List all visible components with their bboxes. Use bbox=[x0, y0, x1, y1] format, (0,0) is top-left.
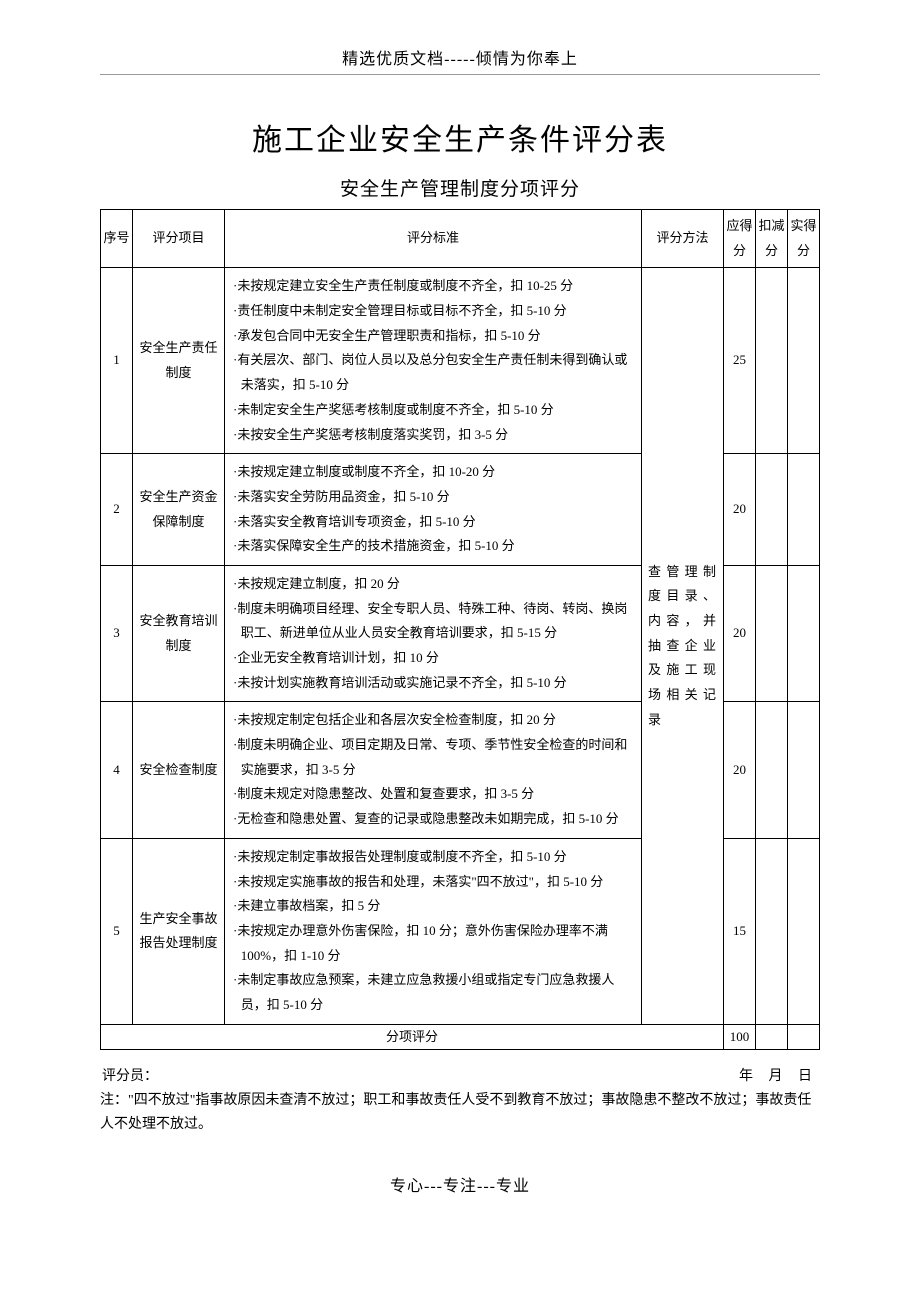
cell-criteria: ·未按规定建立制度，扣 20 分·制度未明确项目经理、安全专职人员、特殊工种、待… bbox=[225, 565, 642, 701]
criteria-line: ·责任制度中未制定安全管理目标或目标不齐全，扣 5-10 分 bbox=[233, 299, 633, 324]
table-header-row: 序号 评分项目 评分标准 评分方法 应得分 扣减分 实得分 bbox=[101, 210, 820, 268]
criteria-line: ·未按规定建立安全生产责任制度或制度不齐全，扣 10-25 分 bbox=[233, 274, 633, 299]
criteria-line: ·制度未明确企业、项目定期及日常、专项、季节性安全检查的时间和实施要求，扣 3-… bbox=[233, 733, 633, 782]
evaluator-label: 评分员： bbox=[102, 1065, 158, 1085]
cell-deduction bbox=[756, 268, 788, 454]
criteria-line: ·有关层次、部门、岗位人员以及总分包安全生产责任制未得到确认或未落实，扣 5-1… bbox=[233, 348, 633, 397]
footer-note: 注："四不放过"指事故原因未查清不放过；职工和事故责任人受不到教育不放过；事故隐… bbox=[100, 1089, 820, 1137]
cell-actual bbox=[788, 454, 820, 566]
subtotal-row: 分项评分100 bbox=[101, 1024, 820, 1050]
criteria-line: ·未按计划实施教育培训活动或实施记录不齐全，扣 5-10 分 bbox=[233, 671, 633, 696]
subtotal-actual bbox=[788, 1024, 820, 1050]
document-title: 施工企业安全生产条件评分表 bbox=[100, 115, 820, 159]
criteria-line: ·未建立事故档案，扣 5 分 bbox=[233, 894, 633, 919]
cell-seq: 1 bbox=[101, 268, 133, 454]
cell-item: 安全生产责任制度 bbox=[133, 268, 225, 454]
criteria-line: ·未按规定建立制度或制度不齐全，扣 10-20 分 bbox=[233, 460, 633, 485]
cell-deduction bbox=[756, 454, 788, 566]
cell-seq: 4 bbox=[101, 702, 133, 838]
criteria-line: ·未制定安全生产奖惩考核制度或制度不齐全，扣 5-10 分 bbox=[233, 398, 633, 423]
cell-deduction bbox=[756, 838, 788, 1024]
criteria-line: ·未落实保障安全生产的技术措施资金，扣 5-10 分 bbox=[233, 534, 633, 559]
footer-signature-row: 评分员： 年 月 日 bbox=[100, 1065, 820, 1085]
cell-maxscore: 25 bbox=[724, 268, 756, 454]
cell-seq: 5 bbox=[101, 838, 133, 1024]
criteria-line: ·企业无安全教育培训计划，扣 10 分 bbox=[233, 646, 633, 671]
cell-deduction bbox=[756, 702, 788, 838]
document-subtitle: 安全生产管理制度分项评分 bbox=[100, 174, 820, 201]
cell-method: 查管理制度目录、内容，并抽查企业及施工现场相关记录 bbox=[642, 268, 724, 1024]
criteria-line: ·承发包合同中无安全生产管理职责和指标，扣 5-10 分 bbox=[233, 324, 633, 349]
table-row: 1安全生产责任制度·未按规定建立安全生产责任制度或制度不齐全，扣 10-25 分… bbox=[101, 268, 820, 454]
criteria-line: ·无检查和隐患处置、复查的记录或隐患整改未如期完成，扣 5-10 分 bbox=[233, 807, 633, 832]
cell-criteria: ·未按规定建立制度或制度不齐全，扣 10-20 分·未落实安全劳防用品资金，扣 … bbox=[225, 454, 642, 566]
criteria-line: ·未按安全生产奖惩考核制度落实奖罚，扣 3-5 分 bbox=[233, 423, 633, 448]
cell-maxscore: 20 bbox=[724, 454, 756, 566]
cell-maxscore: 20 bbox=[724, 702, 756, 838]
cell-criteria: ·未按规定制定事故报告处理制度或制度不齐全，扣 5-10 分·未按规定实施事故的… bbox=[225, 838, 642, 1024]
cell-item: 安全教育培训制度 bbox=[133, 565, 225, 701]
header-maxscore: 应得分 bbox=[724, 210, 756, 268]
subtotal-label: 分项评分 bbox=[101, 1024, 724, 1050]
cell-item: 生产安全事故报告处理制度 bbox=[133, 838, 225, 1024]
cell-actual bbox=[788, 702, 820, 838]
cell-seq: 3 bbox=[101, 565, 133, 701]
criteria-line: ·未制定事故应急预案，未建立应急救援小组或指定专门应急救援人员，扣 5-10 分 bbox=[233, 968, 633, 1017]
cell-maxscore: 15 bbox=[724, 838, 756, 1024]
date-label: 年 月 日 bbox=[739, 1065, 818, 1085]
cell-item: 安全检查制度 bbox=[133, 702, 225, 838]
criteria-line: ·未按规定实施事故的报告和处理，未落实"四不放过"，扣 5-10 分 bbox=[233, 870, 633, 895]
criteria-line: ·制度未明确项目经理、安全专职人员、特殊工种、待岗、转岗、换岗职工、新进单位从业… bbox=[233, 597, 633, 646]
subtotal-deduction bbox=[756, 1024, 788, 1050]
criteria-line: ·未落实安全教育培训专项资金，扣 5-10 分 bbox=[233, 510, 633, 535]
criteria-line: ·未按规定制定包括企业和各层次安全检查制度，扣 20 分 bbox=[233, 708, 633, 733]
header-actual: 实得分 bbox=[788, 210, 820, 268]
criteria-line: ·未按规定办理意外伤害保险，扣 10 分；意外伤害保险办理率不满 100%，扣 … bbox=[233, 919, 633, 968]
cell-criteria: ·未按规定制定包括企业和各层次安全检查制度，扣 20 分·制度未明确企业、项目定… bbox=[225, 702, 642, 838]
cell-maxscore: 20 bbox=[724, 565, 756, 701]
cell-seq: 2 bbox=[101, 454, 133, 566]
header-deduction: 扣减分 bbox=[756, 210, 788, 268]
criteria-line: ·制度未规定对隐患整改、处置和复查要求，扣 3-5 分 bbox=[233, 782, 633, 807]
header-seq: 序号 bbox=[101, 210, 133, 268]
header-criteria: 评分标准 bbox=[225, 210, 642, 268]
cell-actual bbox=[788, 565, 820, 701]
subtotal-total: 100 bbox=[724, 1024, 756, 1050]
scoring-table: 序号 评分项目 评分标准 评分方法 应得分 扣减分 实得分 1安全生产责任制度·… bbox=[100, 209, 820, 1050]
page-header: 精选优质文档-----倾情为你奉上 bbox=[100, 45, 820, 75]
criteria-line: ·未按规定建立制度，扣 20 分 bbox=[233, 572, 633, 597]
criteria-line: ·未落实安全劳防用品资金，扣 5-10 分 bbox=[233, 485, 633, 510]
cell-item: 安全生产资金保障制度 bbox=[133, 454, 225, 566]
cell-criteria: ·未按规定建立安全生产责任制度或制度不齐全，扣 10-25 分·责任制度中未制定… bbox=[225, 268, 642, 454]
page-footer: 专心---专注---专业 bbox=[100, 1172, 820, 1196]
cell-deduction bbox=[756, 565, 788, 701]
header-method: 评分方法 bbox=[642, 210, 724, 268]
cell-actual bbox=[788, 838, 820, 1024]
header-item: 评分项目 bbox=[133, 210, 225, 268]
cell-actual bbox=[788, 268, 820, 454]
criteria-line: ·未按规定制定事故报告处理制度或制度不齐全，扣 5-10 分 bbox=[233, 845, 633, 870]
